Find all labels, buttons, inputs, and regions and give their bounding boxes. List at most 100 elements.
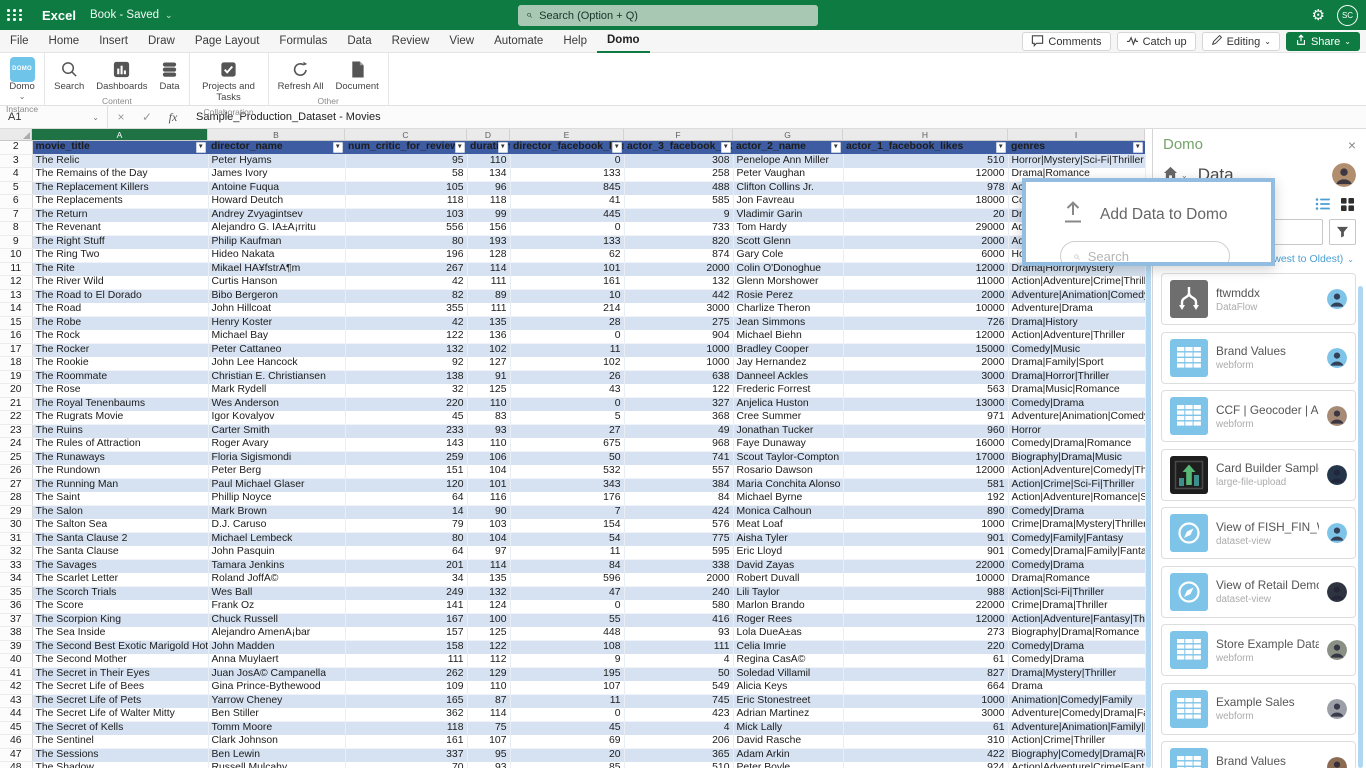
cell[interactable]: 84 <box>624 491 734 506</box>
cell[interactable]: Drama|History <box>1008 316 1146 330</box>
cell[interactable]: Adventure|Animation|Comedy|Drama|Family|… <box>1008 410 1146 425</box>
cell[interactable]: 904 <box>624 329 734 344</box>
cell[interactable]: 556 <box>345 221 468 236</box>
cell[interactable]: Action|Crime|Sci-Fi|Thriller <box>1008 478 1146 492</box>
cell[interactable]: 100 <box>467 613 511 627</box>
cell[interactable]: The Running Man <box>32 478 209 492</box>
cell[interactable]: Lili Taylor <box>733 586 844 600</box>
cell[interactable]: 118 <box>345 721 468 735</box>
cell[interactable]: Aisha Tyler <box>733 532 844 546</box>
app-launcher-waffle-icon[interactable] <box>0 0 30 30</box>
cell[interactable]: 13000 <box>843 397 1009 411</box>
cell[interactable]: 11 <box>510 694 625 708</box>
row-number[interactable]: 16 <box>0 329 33 344</box>
cell[interactable]: 563 <box>843 383 1009 398</box>
cell[interactable]: 108 <box>510 640 625 654</box>
cell[interactable]: 638 <box>624 370 734 384</box>
cell[interactable]: Monica Calhoun <box>733 505 844 519</box>
cell[interactable]: The Return <box>32 208 209 222</box>
cell[interactable]: 262 <box>345 667 468 681</box>
cell[interactable]: The Secret Life of Bees <box>32 680 209 695</box>
cell[interactable]: 110 <box>467 154 511 168</box>
cell[interactable]: Adventure|Animation|Family|Fantasy <box>1008 721 1146 735</box>
cell[interactable]: Adventure|Comedy|Drama|Fantasy|Romance <box>1008 707 1146 722</box>
cell[interactable]: 118 <box>345 194 468 209</box>
cell[interactable]: 79 <box>345 518 468 533</box>
cell[interactable]: 64 <box>345 491 468 506</box>
cell[interactable]: 3000 <box>843 370 1009 384</box>
cell[interactable]: 70 <box>345 761 468 768</box>
cell[interactable]: The Sea Inside <box>32 626 209 641</box>
cell[interactable]: Action|Adventure|Crime|Fantasy|Mystery|T… <box>1008 761 1146 768</box>
row-number[interactable]: 12 <box>0 275 33 290</box>
domo-button[interactable]: DOMO Domo ⌄ <box>4 56 39 103</box>
cell[interactable]: 310 <box>843 734 1009 749</box>
cell[interactable]: 122 <box>467 640 511 654</box>
cell[interactable]: 80 <box>345 235 468 249</box>
filter-dropdown-icon[interactable]: ▾ <box>720 142 731 153</box>
cell[interactable]: 26 <box>510 370 625 384</box>
column-header-duration[interactable]: duration ▾ <box>467 141 510 154</box>
cell[interactable]: 733 <box>624 221 734 236</box>
cell[interactable]: 510 <box>624 761 734 768</box>
cell[interactable]: 2000 <box>624 262 734 276</box>
panel-home-button[interactable]: ⌄ <box>1163 166 1188 185</box>
cell[interactable]: 532 <box>510 464 625 479</box>
editing-mode-button[interactable]: Editing ⌄ <box>1201 32 1280 51</box>
cell[interactable]: 192 <box>843 491 1009 506</box>
filter-dropdown-icon[interactable]: ▾ <box>332 142 343 153</box>
cell[interactable]: 102 <box>467 343 511 357</box>
cell[interactable]: The Road to El Dorado <box>32 289 209 303</box>
cell[interactable]: 127 <box>467 356 511 371</box>
cell[interactable]: Regina CasÃ© <box>733 653 844 668</box>
row-number[interactable]: 30 <box>0 518 33 533</box>
column-header-D[interactable]: D <box>467 129 510 141</box>
cell[interactable]: Cree Summer <box>733 410 844 425</box>
cell[interactable]: 368 <box>624 410 734 425</box>
row-number[interactable]: 6 <box>0 194 33 209</box>
column-header-genres[interactable]: genres ▾ <box>1008 141 1145 154</box>
cell[interactable]: Biography|Comedy|Drama|Romance <box>1008 748 1146 762</box>
cell[interactable]: 22000 <box>843 599 1009 614</box>
cell[interactable]: The Rugrats Movie <box>32 410 209 425</box>
tab-view[interactable]: View <box>449 35 475 47</box>
confirm-entry-icon[interactable]: ✓ <box>141 110 153 124</box>
cell[interactable]: 5 <box>510 410 625 425</box>
cell[interactable]: 741 <box>624 451 734 465</box>
cell[interactable]: The Shadow <box>32 761 209 768</box>
cell[interactable]: Soledad Villamil <box>733 667 844 681</box>
column-header-A[interactable]: A <box>32 129 208 141</box>
cell[interactable]: 34 <box>345 572 468 587</box>
cell[interactable]: 827 <box>843 667 1009 681</box>
cell[interactable]: 93 <box>467 761 511 768</box>
cell[interactable]: 1000 <box>624 343 734 357</box>
row-number[interactable]: 39 <box>0 640 33 654</box>
cell[interactable]: Peter Hyams <box>208 154 346 168</box>
cell[interactable]: 111 <box>467 302 511 317</box>
cell[interactable]: 258 <box>624 167 734 182</box>
cell[interactable]: 20 <box>510 748 625 762</box>
cell[interactable]: The Rose <box>32 383 209 398</box>
row-number[interactable]: 44 <box>0 707 33 722</box>
cell[interactable]: 106 <box>467 451 511 465</box>
cell[interactable]: 0 <box>510 707 625 722</box>
cell[interactable]: 726 <box>843 316 1009 330</box>
cell[interactable]: Henry Koster <box>208 316 346 330</box>
cell[interactable]: 104 <box>467 464 511 479</box>
filter-button[interactable] <box>1329 219 1356 245</box>
cell[interactable]: 365 <box>624 748 734 762</box>
cell[interactable]: Lola DueÃ±as <box>733 626 844 641</box>
cell[interactable]: 41 <box>510 194 625 209</box>
cell[interactable]: 136 <box>467 329 511 344</box>
cell[interactable]: Philip Kaufman <box>208 235 346 249</box>
cell[interactable]: The Ring Two <box>32 248 209 263</box>
cell[interactable]: 47 <box>510 586 625 600</box>
cell[interactable]: The Sessions <box>32 748 209 762</box>
cell[interactable]: Comedy|Drama <box>1008 653 1146 668</box>
cell[interactable]: 114 <box>467 262 511 276</box>
cell[interactable]: Adventure|Drama <box>1008 302 1146 317</box>
filter-dropdown-icon[interactable]: ▾ <box>995 142 1006 153</box>
cell[interactable]: 64 <box>345 545 468 560</box>
cell[interactable]: 42 <box>345 316 468 330</box>
